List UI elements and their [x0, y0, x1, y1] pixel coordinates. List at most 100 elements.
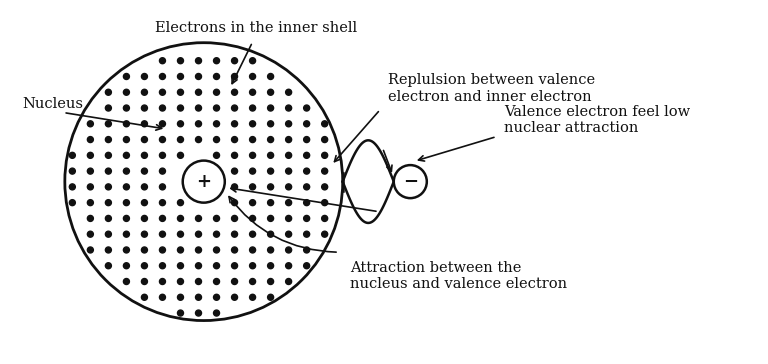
Circle shape — [196, 58, 201, 64]
Circle shape — [196, 247, 201, 253]
Circle shape — [160, 105, 165, 111]
Circle shape — [267, 153, 273, 158]
Circle shape — [141, 105, 147, 111]
Circle shape — [214, 153, 220, 158]
Circle shape — [322, 136, 328, 143]
Circle shape — [214, 89, 220, 95]
Circle shape — [160, 74, 165, 79]
Circle shape — [105, 247, 111, 253]
Circle shape — [267, 263, 273, 269]
Circle shape — [88, 168, 94, 174]
Circle shape — [69, 168, 75, 174]
Circle shape — [250, 247, 256, 253]
Circle shape — [303, 105, 310, 111]
Circle shape — [214, 74, 220, 79]
Text: Attraction between the
nucleus and valence electron: Attraction between the nucleus and valen… — [350, 261, 568, 291]
Circle shape — [196, 89, 201, 95]
Circle shape — [196, 136, 201, 143]
Circle shape — [267, 136, 273, 143]
Circle shape — [196, 215, 201, 221]
Circle shape — [286, 136, 292, 143]
Circle shape — [105, 136, 111, 143]
Text: Nucleus: Nucleus — [22, 96, 83, 111]
Circle shape — [124, 215, 130, 221]
Circle shape — [231, 247, 237, 253]
Circle shape — [196, 105, 201, 111]
Circle shape — [69, 184, 75, 190]
Circle shape — [141, 136, 147, 143]
Circle shape — [141, 153, 147, 158]
Circle shape — [286, 184, 292, 190]
Circle shape — [267, 247, 273, 253]
Circle shape — [214, 105, 220, 111]
Circle shape — [250, 153, 256, 158]
Circle shape — [160, 199, 165, 206]
Circle shape — [141, 247, 147, 253]
Circle shape — [322, 231, 328, 237]
Circle shape — [231, 184, 237, 190]
Circle shape — [88, 247, 94, 253]
Circle shape — [303, 168, 310, 174]
Circle shape — [105, 121, 111, 127]
Circle shape — [177, 121, 184, 127]
Circle shape — [303, 247, 310, 253]
Circle shape — [286, 231, 292, 237]
Circle shape — [160, 278, 165, 285]
Circle shape — [303, 215, 310, 221]
Circle shape — [124, 278, 130, 285]
Circle shape — [124, 263, 130, 269]
Circle shape — [286, 153, 292, 158]
Circle shape — [214, 121, 220, 127]
Circle shape — [267, 184, 273, 190]
Circle shape — [231, 121, 237, 127]
Circle shape — [141, 168, 147, 174]
Circle shape — [231, 89, 237, 95]
Circle shape — [141, 278, 147, 285]
Circle shape — [214, 294, 220, 300]
Circle shape — [105, 231, 111, 237]
Circle shape — [141, 263, 147, 269]
Circle shape — [105, 89, 111, 95]
Circle shape — [267, 168, 273, 174]
Circle shape — [141, 199, 147, 206]
Text: −: − — [402, 173, 418, 191]
Circle shape — [250, 58, 256, 64]
Circle shape — [214, 215, 220, 221]
Circle shape — [250, 74, 256, 79]
Circle shape — [124, 199, 130, 206]
Circle shape — [177, 215, 184, 221]
Circle shape — [141, 294, 147, 300]
Circle shape — [231, 263, 237, 269]
Circle shape — [177, 89, 184, 95]
Circle shape — [69, 199, 75, 206]
Circle shape — [231, 105, 237, 111]
Circle shape — [124, 153, 130, 158]
Circle shape — [177, 294, 184, 300]
Circle shape — [88, 184, 94, 190]
Circle shape — [303, 263, 310, 269]
Circle shape — [231, 215, 237, 221]
Circle shape — [177, 58, 184, 64]
Circle shape — [267, 89, 273, 95]
Text: Replulsion between valence
electron and inner electron: Replulsion between valence electron and … — [388, 74, 595, 104]
Circle shape — [231, 199, 237, 206]
Circle shape — [267, 231, 273, 237]
Circle shape — [196, 294, 201, 300]
Circle shape — [231, 74, 237, 79]
Circle shape — [196, 310, 201, 316]
Circle shape — [124, 168, 130, 174]
Circle shape — [231, 294, 237, 300]
Text: +: + — [197, 173, 211, 191]
Circle shape — [214, 136, 220, 143]
Circle shape — [303, 121, 310, 127]
Circle shape — [105, 263, 111, 269]
Circle shape — [250, 263, 256, 269]
Circle shape — [160, 168, 165, 174]
Circle shape — [177, 136, 184, 143]
Circle shape — [160, 294, 165, 300]
Circle shape — [286, 168, 292, 174]
Text: Valence electron feel low
nuclear attraction: Valence electron feel low nuclear attrac… — [504, 105, 690, 135]
Circle shape — [214, 58, 220, 64]
Circle shape — [124, 231, 130, 237]
Circle shape — [196, 74, 201, 79]
